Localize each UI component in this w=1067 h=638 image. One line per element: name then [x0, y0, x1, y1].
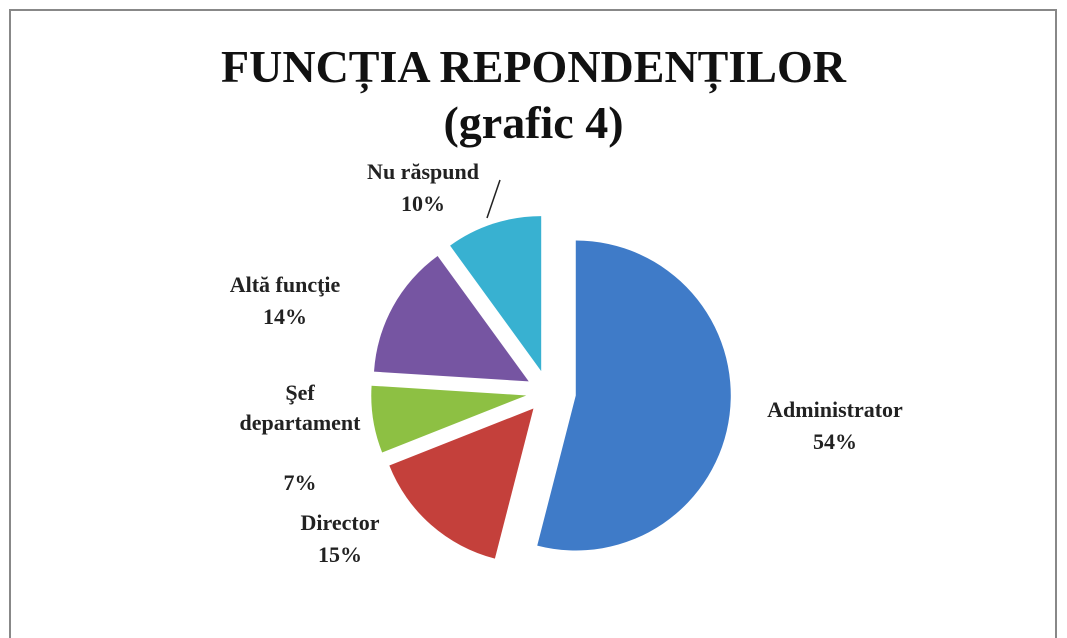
slice-value-label: 14%	[263, 304, 307, 329]
slice-label: Şef departament	[239, 380, 361, 435]
slice-value-label: 10%	[401, 191, 445, 216]
slice-label: Director	[300, 510, 380, 535]
chart-title: FUNCȚIA REPONDENȚILOR	[221, 41, 846, 92]
pie-slice	[537, 240, 731, 551]
slice-label: Altă funcţie	[229, 272, 341, 297]
pie-slice	[389, 408, 534, 559]
slice-label: Administrator	[767, 397, 903, 422]
slice-value-label: 54%	[813, 429, 857, 454]
slice-value-label: 15%	[318, 542, 362, 567]
chart-subtitle: (grafic 4)	[443, 97, 624, 148]
pie-slice	[450, 216, 542, 372]
slice-value-label: 7%	[283, 470, 317, 495]
pie-slice	[371, 385, 527, 453]
pie-slice	[374, 256, 529, 382]
leader-line	[486, 179, 501, 219]
slice-label: Nu răspund	[367, 159, 479, 184]
